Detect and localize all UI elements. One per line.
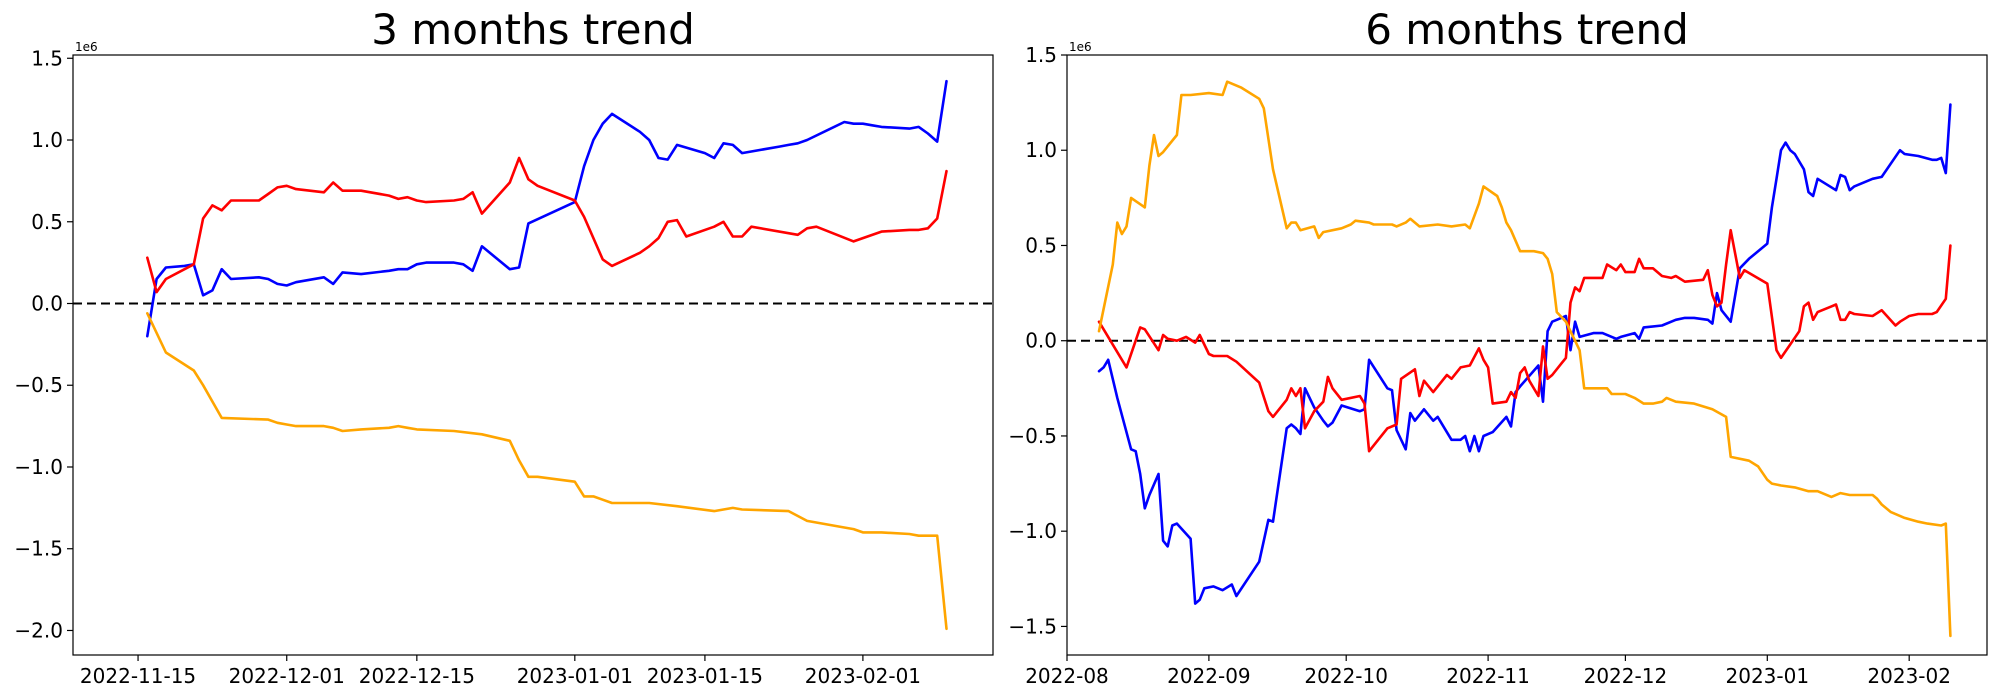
chart-0-title: 3 months trend: [371, 5, 695, 54]
chart-0-y-tick-label: −0.5: [14, 373, 63, 397]
chart-1-y-tick-label: 1.5: [1025, 43, 1057, 67]
chart-1-y-tick-label: 0.5: [1025, 233, 1057, 257]
chart-1-x-tick-label: 2022-08: [1025, 664, 1109, 688]
chart-1-y-tick-label: 1.0: [1025, 138, 1057, 162]
chart-0-y-tick-label: 1.5: [31, 46, 63, 70]
chart-1-x-tick-label: 2022-10: [1304, 664, 1388, 688]
chart-0-y-tick-label: 0.5: [31, 210, 63, 234]
chart-1-x-tick-label: 2022-09: [1167, 664, 1251, 688]
chart-1-y-offset-label: 1e6: [1069, 40, 1092, 54]
chart-0-x-tick-label: 2023-02-01: [805, 664, 921, 688]
chart-0-series-line-0: [146, 79, 948, 338]
chart-1-x-tick-label: 2023-01: [1726, 664, 1810, 688]
chart-0-y-tick-label: 0.0: [31, 292, 63, 316]
chart-0-series-line-2: [146, 312, 948, 631]
chart-0-x-tick-label: 2022-11-15: [80, 664, 196, 688]
chart-0-y-offset-label: 1e6: [75, 40, 98, 54]
chart-1-title: 6 months trend: [1365, 5, 1689, 54]
chart-0-y-tick-label: −1.0: [14, 455, 63, 479]
chart-0-series-line-1: [146, 156, 948, 294]
chart-1-series-line-1: [1097, 228, 1952, 453]
chart-1-series-line-2: [1097, 80, 1952, 638]
chart-1-y-tick-label: 0.0: [1025, 329, 1057, 353]
chart-0-x-tick-label: 2023-01-15: [647, 664, 763, 688]
chart-1-series-line-0: [1097, 103, 1952, 605]
chart-3-months-trend: 3 months trend −2.0 −1.5 −1.0 −0.5 0.0 0.5 1.0 1…: [14, 5, 994, 688]
chart-0-x-tick-label: 2022-12-01: [229, 664, 345, 688]
chart-6-months-trend: 6 months trend −1.5 −1.0 −0.5 0.0 0.5 1.0 1.5 20…: [1008, 5, 1988, 688]
chart-0-x-tick-label: 2023-01-01: [517, 664, 633, 688]
chart-1-x-tick-label: 2023-02: [1867, 664, 1951, 688]
chart-0-y-tick-label: 1.0: [31, 128, 63, 152]
chart-1-x-tick-label: 2022-11: [1446, 664, 1530, 688]
chart-0-plot-frame: [72, 54, 994, 656]
chart-1-plot-frame: [1066, 54, 1988, 656]
chart-0-y-tick-label: −2.0: [14, 618, 63, 642]
chart-1-x-tick-label: 2022-12: [1584, 664, 1668, 688]
chart-1-y-tick-label: −0.5: [1008, 424, 1057, 448]
chart-1-y-tick-label: −1.5: [1008, 614, 1057, 638]
chart-0-y-tick-label: −1.5: [14, 537, 63, 561]
chart-1-y-tick-label: −1.0: [1008, 519, 1057, 543]
chart-0-x-tick-label: 2022-12-15: [359, 664, 475, 688]
